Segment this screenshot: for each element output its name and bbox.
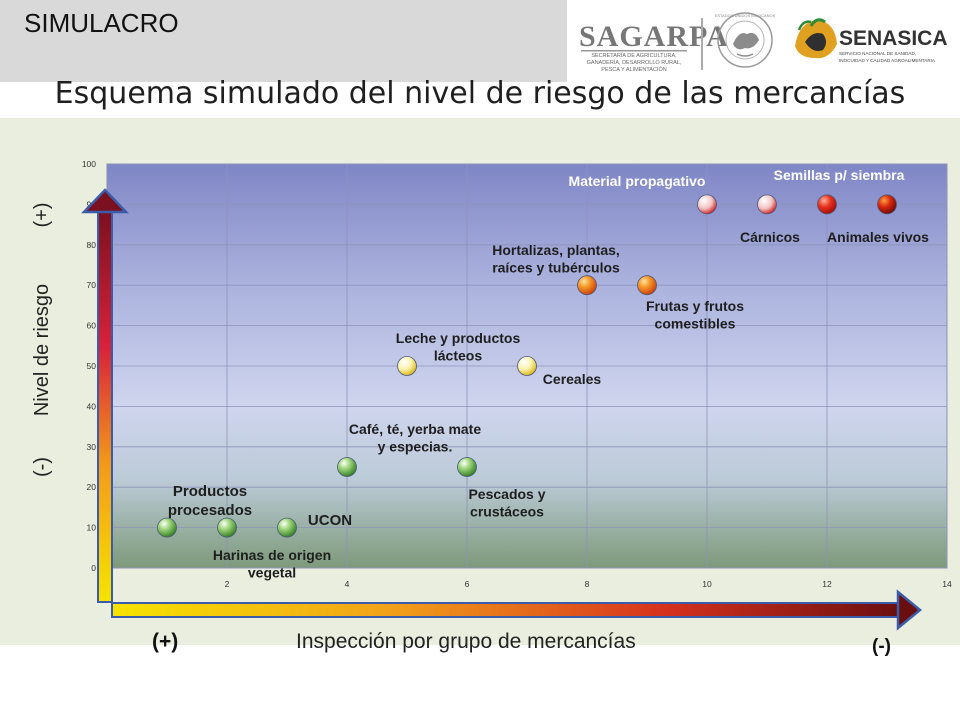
point-annotation: Harinas de origen vegetal bbox=[213, 547, 331, 581]
x-tick-label: 8 bbox=[585, 579, 590, 589]
point-annotation: Leche y productos lácteos bbox=[396, 330, 521, 364]
data-points bbox=[157, 194, 897, 538]
slide-title: Esquema simulado del nivel de riesgo de … bbox=[54, 76, 906, 111]
grid-lines bbox=[107, 163, 948, 569]
y-caption-minus: (-) bbox=[31, 457, 53, 477]
data-point bbox=[877, 194, 897, 215]
logo-bar: SAGARPA SECRETARÍA DE AGRICULTURA, GANAD… bbox=[567, 0, 960, 82]
data-point bbox=[217, 517, 237, 538]
point-annotation: Pescados y crustáceos bbox=[468, 486, 545, 520]
point-annotations: Productos procesados Harinas de origen vege… bbox=[168, 167, 929, 581]
x-caption-minus: (-) bbox=[872, 636, 891, 657]
y-tick-label: 70 bbox=[87, 280, 97, 290]
simulacro-label: SIMULACRO bbox=[24, 8, 179, 38]
y-tick-label: 10 bbox=[87, 523, 97, 533]
mexico-seal-icon: ESTADOS UNIDOS MEXICANOS bbox=[715, 12, 776, 68]
data-point bbox=[277, 517, 297, 538]
y-tick-label: 60 bbox=[87, 321, 97, 331]
data-point bbox=[697, 194, 717, 215]
sagarpa-subtitle-1: SECRETARÍA DE AGRICULTURA, bbox=[591, 52, 677, 59]
inspection-arrow bbox=[111, 589, 922, 631]
y-tick-label: 50 bbox=[87, 361, 97, 371]
point-annotation: Cárnicos bbox=[740, 229, 800, 245]
senasica-subtitle-1: SERVICIO NACIONAL DE SANIDAD, bbox=[839, 51, 916, 56]
point-annotation: Café, té, yerba mate y especias. bbox=[349, 421, 481, 455]
data-point bbox=[157, 517, 177, 538]
seal-text: ESTADOS UNIDOS MEXICANOS bbox=[715, 13, 776, 18]
senasica-subtitle-2: INOCUIDAD Y CALIDAD AGROALIMENTARIA bbox=[839, 58, 936, 63]
y-tick-label: 0 bbox=[91, 563, 96, 573]
y-axis-caption: (-) Nivel de riesgo (+) bbox=[31, 203, 53, 477]
data-point bbox=[637, 275, 657, 296]
x-tick-label: 10 bbox=[702, 579, 712, 589]
y-tick-label: 20 bbox=[87, 482, 97, 492]
x-tick-label: 14 bbox=[942, 579, 952, 589]
sagarpa-subtitle-3: PESCA Y ALIMENTACIÓN bbox=[601, 66, 666, 73]
data-point bbox=[457, 457, 477, 477]
point-annotation: Material propagativo bbox=[569, 173, 706, 189]
x-caption-label: Inspección por grupo de mercancías bbox=[296, 630, 636, 653]
y-caption-label: Nivel de riesgo bbox=[31, 284, 53, 416]
x-tick-label: 6 bbox=[465, 579, 470, 589]
point-annotation: Hortalizas, plantas, raíces y tubérculos bbox=[492, 242, 620, 276]
x-tick-label: 12 bbox=[822, 579, 832, 589]
sagarpa-subtitle-2: GANADERÍA, DESARROLLO RURAL, bbox=[587, 59, 682, 66]
data-point bbox=[517, 356, 537, 376]
point-annotation: Frutas y frutos comestibles bbox=[646, 298, 744, 332]
tick-labels: 01020304050607080901002468101214 bbox=[82, 159, 952, 589]
point-annotation: Cereales bbox=[543, 371, 602, 387]
point-annotation: UCON bbox=[308, 512, 352, 529]
data-point bbox=[397, 356, 417, 376]
point-annotation: Semillas p/ siembra bbox=[774, 167, 905, 183]
y-caption-plus: (+) bbox=[31, 203, 53, 228]
point-annotation: Productos procesados bbox=[168, 483, 252, 519]
x-tick-label: 2 bbox=[225, 579, 230, 589]
header-banner bbox=[0, 0, 567, 82]
x-caption-plus: (+) bbox=[152, 630, 179, 653]
data-point bbox=[757, 194, 777, 215]
y-tick-label: 30 bbox=[87, 442, 97, 452]
y-tick-label: 80 bbox=[87, 240, 97, 250]
logo-divider bbox=[701, 18, 703, 70]
sagarpa-rule bbox=[581, 50, 687, 52]
point-annotation: Animales vivos bbox=[827, 229, 929, 245]
logos-svg: SAGARPA SECRETARÍA DE AGRICULTURA, GANAD… bbox=[579, 12, 948, 73]
senasica-name: SENASICA bbox=[839, 27, 948, 50]
data-point bbox=[337, 457, 357, 477]
y-tick-label: 100 bbox=[82, 159, 96, 169]
y-tick-label: 40 bbox=[87, 401, 97, 411]
data-point bbox=[577, 275, 597, 296]
risk-arrow bbox=[81, 188, 129, 603]
senasica-logo: SENASICA SERVICIO NACIONAL DE SANIDAD, I… bbox=[795, 18, 948, 63]
data-point bbox=[817, 194, 837, 215]
x-tick-label: 4 bbox=[345, 579, 350, 589]
